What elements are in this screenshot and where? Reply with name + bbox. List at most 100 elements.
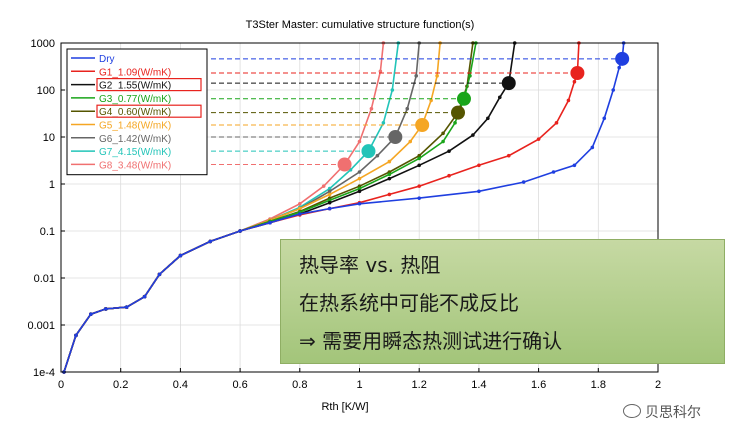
- series-point: [566, 98, 571, 103]
- series-point: [357, 189, 362, 194]
- series-point: [298, 206, 302, 211]
- series-point: [103, 307, 108, 311]
- series-point: [551, 170, 556, 174]
- highlight-marker: [501, 76, 516, 91]
- series-point: [429, 98, 433, 103]
- series-point: [405, 106, 410, 111]
- series-point: [298, 212, 302, 216]
- series-point: [378, 69, 383, 74]
- series-point: [414, 74, 419, 78]
- series-point: [357, 176, 362, 181]
- series-point: [572, 79, 577, 84]
- series-point: [157, 272, 162, 277]
- legend-entry: G4_0.60(W/mK): [99, 107, 171, 118]
- x-tick-label: 0.4: [173, 379, 188, 391]
- series-point: [611, 88, 616, 92]
- series-point: [486, 116, 490, 121]
- x-tick-label: 0.8: [292, 379, 307, 391]
- series-point: [74, 333, 78, 338]
- series-point: [417, 156, 422, 161]
- series-point: [375, 153, 380, 158]
- series-point: [417, 196, 422, 200]
- legend-entry: G1_1.09(W/mK): [99, 67, 171, 78]
- series-point: [298, 201, 302, 206]
- legend-entry: G6_1.42(W/mK): [99, 134, 171, 145]
- series-point: [387, 176, 392, 181]
- series-point: [453, 121, 457, 125]
- series-point: [387, 172, 392, 177]
- series-point: [124, 305, 129, 309]
- y-tick-label: 1000: [31, 38, 55, 50]
- series-point: [357, 201, 362, 206]
- series-point: [617, 65, 621, 70]
- series-point: [369, 106, 374, 111]
- series-point: [468, 74, 472, 78]
- series-point: [506, 153, 511, 158]
- legend-entry: G5_1.48(W/mK): [99, 121, 171, 132]
- series-point: [521, 180, 526, 184]
- series-point: [381, 121, 386, 125]
- legend-entry: G7_4.15(W/mK): [99, 147, 171, 158]
- series-point: [268, 220, 272, 225]
- legend: Dry G1_1.09(W/mK) G2_1.55(W/mK) G3_0.77(W/m…: [66, 48, 208, 176]
- y-axis-ticks: 1e-4 0.001 0.01 0.1 1 10 100 1000: [27, 38, 65, 379]
- series-point: [357, 186, 362, 191]
- series-point: [435, 74, 439, 78]
- legend-highlight-box: [96, 104, 202, 118]
- highlight-marker: [570, 65, 585, 80]
- series-point: [447, 173, 451, 178]
- x-tick-label: 2: [655, 379, 661, 391]
- watermark: 贝思科尔: [623, 402, 701, 422]
- series-point: [417, 163, 422, 168]
- series-point: [471, 133, 475, 137]
- y-tick-label: 0.1: [40, 226, 55, 238]
- series-point: [327, 189, 332, 194]
- callout-line-3: ⇒ 需要用瞬态热测试进行确认: [299, 329, 563, 353]
- series-point: [89, 312, 93, 316]
- y-tick-label: 1e-4: [33, 367, 55, 379]
- callout-line-2: 在热系统中可能不成反比: [299, 291, 519, 315]
- legend-highlight-box: [96, 77, 202, 92]
- x-axis-label: Rth [K/W]: [321, 401, 368, 413]
- highlight-marker: [337, 157, 352, 172]
- callout-box: 热导率 vs. 热阻 在热系统中可能不成反比 ⇒ 需要用瞬态热测试进行确认: [280, 239, 725, 364]
- y-tick-label: 10: [43, 132, 55, 144]
- legend-entry: G8_3.48(W/mK): [99, 160, 171, 171]
- series-point: [321, 184, 326, 188]
- series-point: [417, 184, 422, 188]
- series-point: [536, 137, 541, 141]
- highlight-marker: [615, 51, 630, 66]
- highlight-marker: [388, 130, 403, 144]
- callout-line-1: 热导率 vs. 热阻: [299, 253, 441, 277]
- legend-entry: G2_1.55(W/mK): [99, 81, 171, 92]
- y-tick-label: 0.001: [27, 320, 55, 332]
- guide-lines: [211, 58, 623, 165]
- highlight-marker: [451, 105, 466, 120]
- series-markers: [337, 51, 630, 172]
- series-point: [178, 253, 183, 258]
- highlight-marker: [456, 91, 471, 106]
- y-tick-label: 1: [49, 179, 55, 191]
- series-point: [387, 159, 392, 164]
- watermark-text: 贝思科尔: [645, 405, 701, 421]
- highlight-marker: [415, 118, 430, 133]
- series-point: [238, 229, 242, 233]
- series-point: [327, 186, 332, 191]
- series-point: [477, 189, 481, 194]
- x-tick-label: 0: [58, 379, 64, 391]
- series-point: [554, 121, 559, 125]
- series-point: [142, 294, 147, 299]
- x-tick-label: 1.4: [471, 379, 486, 391]
- series-point: [497, 95, 502, 100]
- series-point: [477, 163, 481, 168]
- y-tick-label: 100: [37, 85, 55, 97]
- series-point: [357, 139, 362, 144]
- x-tick-label: 0.6: [232, 379, 247, 391]
- series-point: [327, 192, 332, 197]
- series-point: [327, 206, 332, 211]
- highlight-marker: [361, 144, 376, 159]
- x-tick-label: 1: [356, 379, 362, 391]
- x-tick-label: 0.2: [113, 379, 128, 391]
- x-axis-ticks: 0 0.2 0.4 0.6 0.8 1 1.2 1.4 1.6 1.8 2: [58, 368, 661, 391]
